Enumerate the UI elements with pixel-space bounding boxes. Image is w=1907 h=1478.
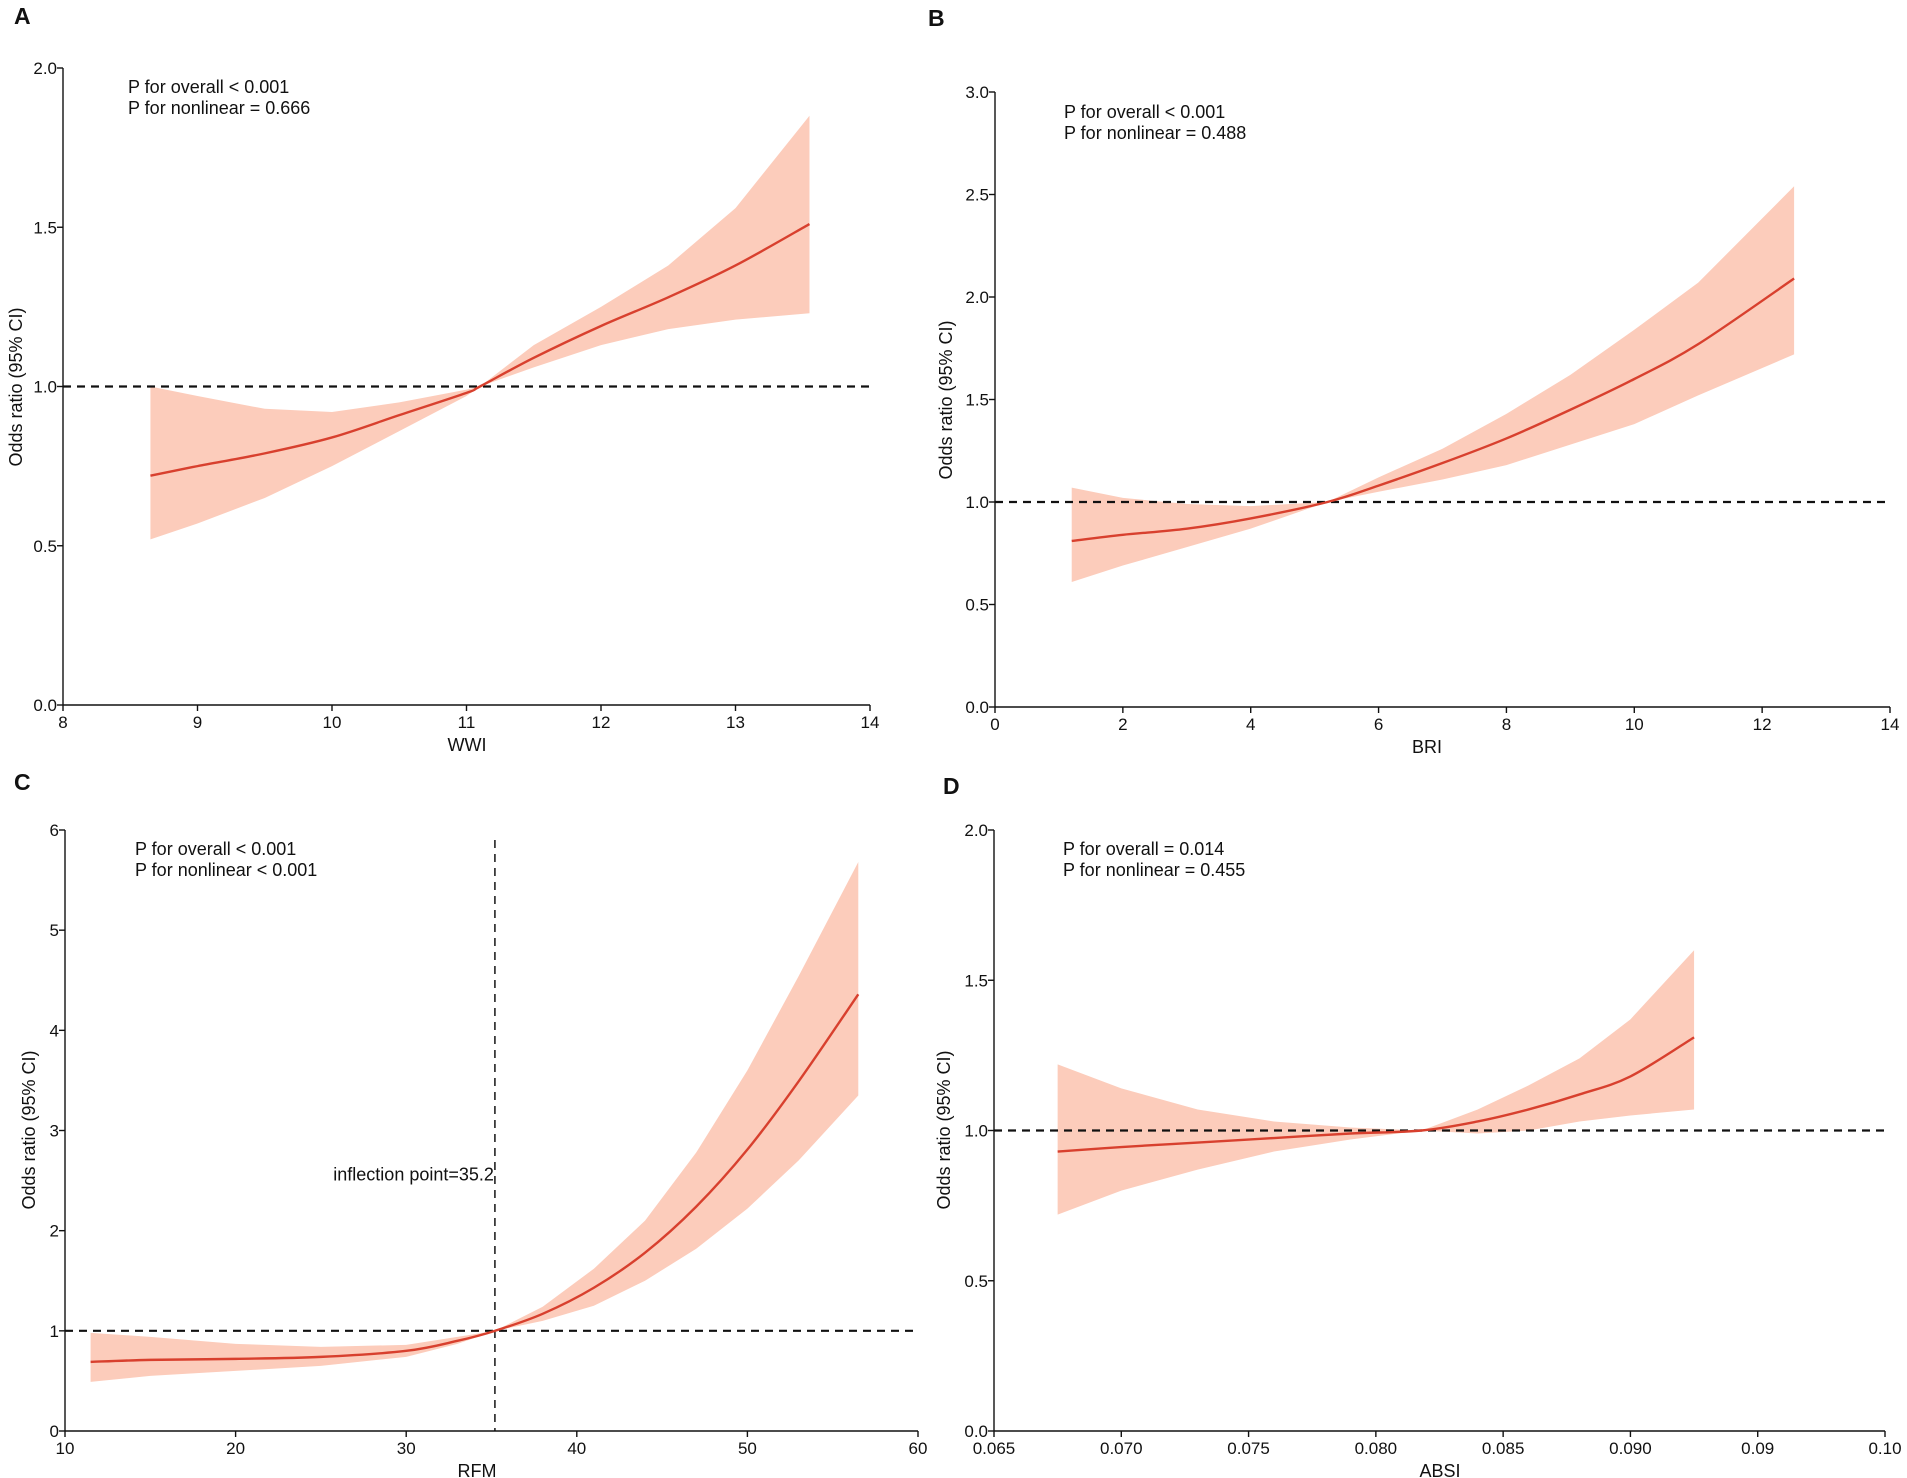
y-tick-label-d: 2.0 — [964, 821, 988, 840]
x-tick-label-c: 60 — [909, 1439, 928, 1458]
panel-a: A 0.0 0.5 1.0 1.5 2.0 8 9 10 11 12 13 14 WWI Odds rati… — [6, 3, 879, 755]
y-tick-label-b: 0.0 — [965, 698, 989, 717]
y-tick-label-c: 1 — [50, 1322, 59, 1341]
x-tick-label-a: 10 — [323, 713, 342, 732]
panel-letter-a: A — [14, 3, 31, 29]
x-tick-label-a: 14 — [861, 713, 880, 732]
ci-band-c — [90, 862, 859, 1382]
x-axis-title-d: ABSI — [1419, 1461, 1460, 1478]
y-tick-label-b: 3.0 — [965, 83, 989, 102]
y-tick-label-c: 3 — [50, 1122, 59, 1141]
p-value-c-2: P for nonlinear < 0.001 — [135, 860, 317, 880]
x-tick-label-a: 12 — [592, 713, 611, 732]
panel-letter-c: C — [14, 769, 31, 795]
y-tick-label-a: 2.0 — [33, 59, 57, 78]
y-tick-label-d: 0.5 — [964, 1272, 988, 1291]
x-axis-title-b: BRI — [1412, 737, 1442, 757]
x-tick-label-c: 10 — [56, 1439, 75, 1458]
y-tick-label-d: 1.0 — [964, 1122, 988, 1141]
y-tick-label-b: 1.5 — [965, 391, 989, 410]
p-value-a-2: P for nonlinear = 0.666 — [128, 98, 310, 118]
p-value-b-2: P for nonlinear = 0.488 — [1064, 123, 1246, 143]
p-value-c-1: P for overall < 0.001 — [135, 839, 296, 859]
or-curve-d — [1057, 1036, 1695, 1153]
y-tick-label-a: 1.0 — [33, 378, 57, 397]
x-tick-label-d: 0.090 — [1609, 1439, 1652, 1458]
y-tick-label-b: 1.0 — [965, 493, 989, 512]
x-tick-label-b: 0 — [990, 715, 999, 734]
y-tick-label-c: 5 — [50, 921, 59, 940]
y-tick-label-d: 0.0 — [964, 1422, 988, 1441]
p-value-d-1: P for overall = 0.014 — [1063, 839, 1224, 859]
x-axis-title-c: RFM — [458, 1461, 497, 1478]
x-tick-label-d: 0.10 — [1868, 1439, 1901, 1458]
y-axis-title-d: Odds ratio (95% CI) — [934, 1050, 954, 1209]
x-tick-label-d: 0.085 — [1482, 1439, 1525, 1458]
p-value-b-1: P for overall < 0.001 — [1064, 102, 1225, 122]
y-tick-label-c: 0 — [50, 1422, 59, 1441]
ci-band-a — [150, 115, 810, 540]
y-tick-label-c: 4 — [50, 1021, 59, 1040]
x-tick-label-b: 10 — [1625, 715, 1644, 734]
panel-letter-b: B — [928, 5, 945, 31]
y-tick-label-a: 0.5 — [33, 537, 57, 556]
x-tick-label-c: 50 — [738, 1439, 757, 1458]
y-tick-label-a: 0.0 — [33, 696, 57, 715]
x-tick-label-a: 13 — [726, 713, 745, 732]
or-curve-c — [90, 993, 860, 1364]
y-tick-label-d: 1.5 — [964, 971, 988, 990]
ci-band-b — [1071, 186, 1795, 582]
x-tick-label-c: 20 — [226, 1439, 245, 1458]
y-tick-label-b: 0.5 — [965, 596, 989, 615]
p-value-d-2: P for nonlinear = 0.455 — [1063, 860, 1245, 880]
inflection-label: inflection point=35.2 — [333, 1165, 494, 1185]
y-axis-title-b: Odds ratio (95% CI) — [936, 320, 956, 479]
x-tick-label-b: 6 — [1374, 715, 1383, 734]
x-tick-label-d: 0.065 — [973, 1439, 1016, 1458]
y-axis-title-a: Odds ratio (95% CI) — [6, 307, 26, 466]
ci-band-d — [1057, 950, 1695, 1215]
y-tick-label-b: 2.5 — [965, 186, 989, 205]
or-curve-b — [1071, 277, 1795, 543]
y-tick-label-b: 2.0 — [965, 288, 989, 307]
x-tick-label-a: 11 — [458, 713, 476, 732]
x-tick-label-a: 9 — [193, 713, 202, 732]
x-tick-label-b: 2 — [1118, 715, 1127, 734]
x-tick-label-b: 8 — [1502, 715, 1511, 734]
x-tick-label-a: 8 — [58, 713, 67, 732]
panel-b: B 0.0 0.5 1.0 1.5 2.0 2.5 3.0 0 2 4 6 8 10 12 14 BRI Odds… — [928, 5, 1899, 757]
x-tick-label-c: 40 — [567, 1439, 586, 1458]
x-tick-label-d: 0.070 — [1100, 1439, 1143, 1458]
x-tick-label-c: 30 — [397, 1439, 416, 1458]
x-tick-label-b: 14 — [1881, 715, 1900, 734]
x-axis-title-a: WWI — [448, 735, 487, 755]
p-value-a-1: P for overall < 0.001 — [128, 77, 289, 97]
x-tick-label-d: 0.080 — [1355, 1439, 1398, 1458]
x-tick-label-b: 12 — [1753, 715, 1772, 734]
panel-d: D 0.0 0.5 1.0 1.5 2.0 0.065 0.070 0.075 0.080 0.08… — [934, 773, 1902, 1478]
y-tick-label-c: 2 — [50, 1222, 59, 1241]
x-tick-label-d: 0.09 — [1741, 1439, 1774, 1458]
y-tick-label-c: 6 — [50, 821, 59, 840]
x-tick-label-d: 0.075 — [1227, 1439, 1270, 1458]
or-curve-a — [150, 223, 811, 477]
x-tick-label-b: 4 — [1246, 715, 1255, 734]
y-axis-title-c: Odds ratio (95% CI) — [19, 1050, 39, 1209]
y-tick-label-a: 1.5 — [33, 218, 57, 237]
panel-letter-d: D — [943, 773, 960, 799]
